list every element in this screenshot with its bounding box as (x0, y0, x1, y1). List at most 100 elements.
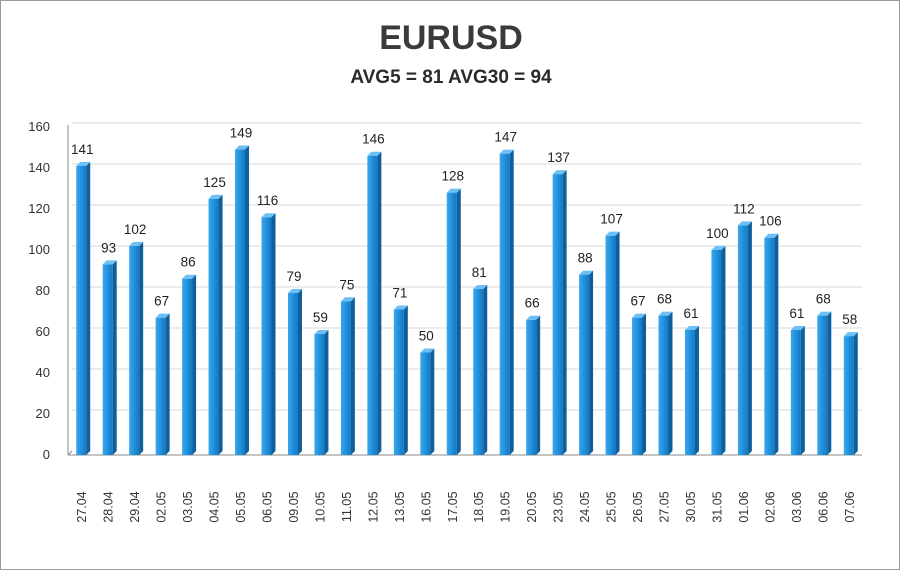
bar-top (526, 315, 541, 320)
data-label: 125 (203, 175, 226, 190)
bar-top (579, 270, 594, 275)
data-label: 58 (842, 312, 857, 327)
bar-side (86, 161, 91, 455)
bar (684, 329, 695, 455)
bar-top (605, 231, 620, 236)
data-label: 61 (683, 306, 698, 321)
bar-top (658, 311, 673, 316)
bar (817, 315, 828, 455)
bars (76, 145, 858, 456)
y-tick-label: 100 (28, 242, 50, 257)
bar-side (139, 241, 144, 455)
bar (393, 309, 404, 455)
bar (367, 155, 378, 455)
bar-top (287, 289, 302, 294)
x-tick-label: 04.05 (208, 491, 222, 522)
data-label: 50 (419, 329, 434, 344)
bar-top (76, 161, 91, 166)
x-tick-label: 27.05 (658, 491, 672, 522)
bar (843, 336, 854, 455)
bar (632, 317, 643, 455)
bar-top (261, 213, 276, 218)
data-label: 100 (706, 226, 729, 241)
bar-side (642, 313, 647, 455)
bar-side (853, 332, 858, 455)
bar-side (562, 170, 567, 455)
bar-side (245, 145, 250, 456)
x-tick-label: 27.04 (75, 491, 89, 522)
bar-top (155, 313, 170, 318)
bar (499, 153, 510, 455)
data-label: 116 (257, 193, 279, 208)
bar (129, 245, 140, 455)
data-label: 102 (124, 222, 147, 237)
bar-side (800, 325, 805, 455)
x-tick-label: 06.06 (816, 491, 830, 522)
bar-side (218, 194, 223, 455)
bar-side (747, 221, 752, 455)
bar-side (324, 330, 329, 455)
bar-side (509, 149, 514, 455)
data-label: 66 (525, 296, 540, 311)
data-label: 106 (759, 214, 782, 229)
x-tick-label: 02.06 (763, 491, 777, 522)
bar-side (271, 213, 276, 455)
bar-top (393, 305, 408, 310)
x-tick-label: 11.05 (340, 492, 354, 522)
data-label: 149 (230, 126, 253, 141)
data-label: 79 (286, 269, 301, 284)
data-label: 146 (362, 132, 385, 147)
bar-top (208, 194, 223, 199)
x-tick-label: 13.05 (393, 491, 407, 522)
bar-top (367, 151, 382, 156)
bar (764, 237, 775, 455)
bar-top (764, 233, 779, 238)
bar (314, 334, 325, 455)
data-label: 68 (816, 292, 831, 307)
bar-top (182, 274, 197, 279)
category-labels: 27.04 28.04 29.04 02.05 03.05 04.05 05.05 06.05… (75, 491, 857, 522)
x-tick-label: 18.05 (472, 491, 486, 522)
bar-top (446, 188, 461, 193)
y-tick-label: 40 (36, 365, 50, 380)
y-tick-label: 20 (36, 406, 50, 421)
chart-subtitle: AVG5 = 81 AVG30 = 94 (350, 67, 552, 88)
data-label: 93 (101, 240, 116, 255)
grid-lines (72, 122, 862, 411)
bar-top (499, 149, 514, 154)
bar-side (456, 188, 461, 455)
bar-side (403, 305, 408, 455)
bar-top (632, 313, 647, 318)
x-tick-label: 03.05 (181, 491, 195, 522)
bar (737, 225, 748, 455)
bar-side (165, 313, 170, 455)
x-tick-label: 24.05 (578, 491, 592, 522)
data-label: 59 (313, 310, 328, 325)
x-tick-label: 16.05 (419, 491, 433, 522)
bar-side (350, 297, 355, 455)
x-tick-label: 06.05 (261, 491, 275, 522)
bar-side (297, 289, 302, 455)
bar-top (843, 332, 858, 337)
data-label: 67 (631, 294, 646, 309)
bar-top (711, 246, 726, 250)
bar-side (112, 260, 117, 455)
x-tick-label: 28.04 (102, 491, 116, 522)
y-tick-label: 80 (36, 283, 50, 298)
bar-top (129, 241, 144, 246)
x-tick-label: 30.05 (684, 491, 698, 522)
bar-side (694, 325, 699, 455)
bar (102, 264, 113, 455)
x-tick-label: 23.05 (552, 491, 566, 522)
data-labels: 141 93 102 67 86 125 149 116 79 59 75 146 71 50 128 81 1… (71, 126, 857, 344)
bar (155, 317, 166, 455)
bar-side (615, 231, 620, 455)
data-label: 75 (339, 277, 354, 292)
data-label: 88 (578, 251, 593, 266)
bar-side (192, 274, 197, 455)
data-label: 141 (71, 142, 94, 157)
bar (76, 165, 87, 455)
y-tick-label: 160 (28, 119, 50, 134)
bar (182, 278, 193, 455)
bar (287, 293, 298, 455)
